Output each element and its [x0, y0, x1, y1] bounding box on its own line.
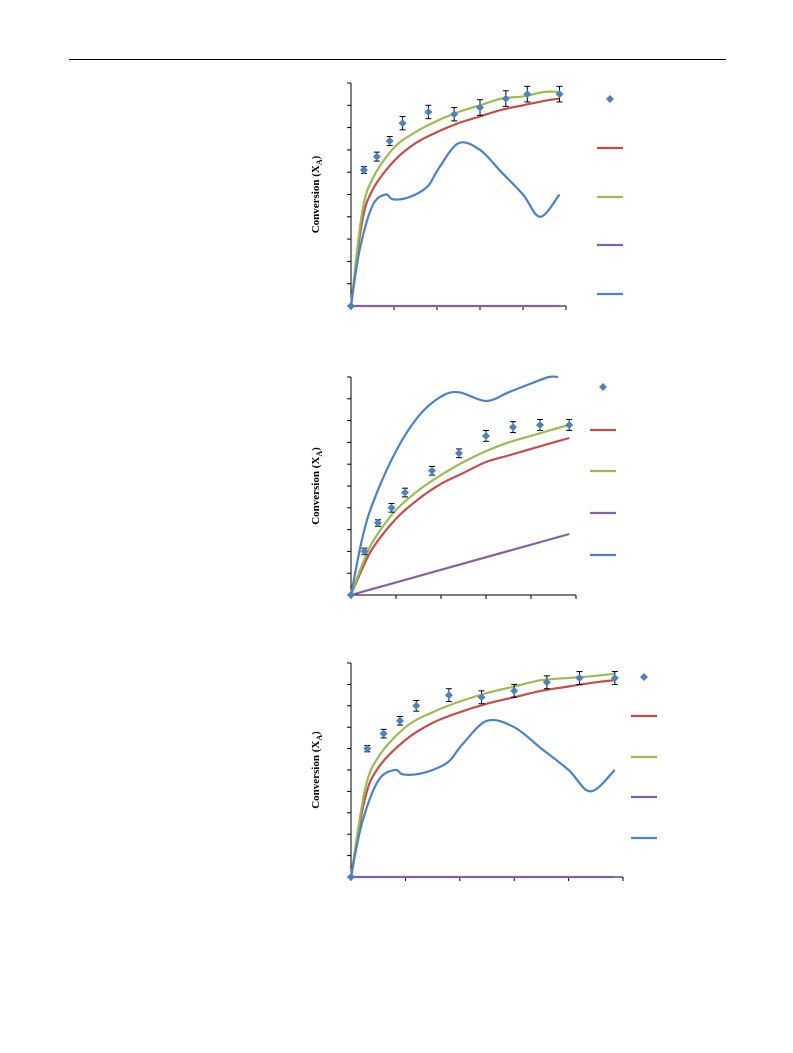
series-line-blue	[349, 718, 616, 878]
data-point	[523, 90, 532, 99]
data-point	[477, 693, 486, 702]
series-line-green	[349, 423, 570, 596]
data-point	[610, 673, 619, 682]
legend-marker	[640, 673, 648, 681]
chart-middle: Conversion (XA)	[310, 375, 616, 599]
data-point	[444, 691, 453, 700]
data-point	[395, 716, 404, 725]
data-point	[575, 673, 584, 682]
page-header-rule	[69, 59, 726, 60]
data-point	[542, 678, 551, 687]
y-axis-label: Conversion (XA)	[310, 155, 324, 233]
data-point	[374, 519, 382, 528]
data-point	[347, 873, 355, 881]
series-line-red	[349, 679, 615, 878]
series-line-green	[349, 672, 615, 878]
legend-marker	[599, 383, 607, 391]
y-axis-label: Conversion (XA)	[310, 447, 324, 525]
data-point	[379, 729, 388, 738]
data-point	[359, 165, 368, 174]
data-point	[450, 110, 459, 119]
data-point	[401, 488, 409, 497]
data-point	[565, 420, 574, 429]
data-point	[536, 420, 544, 429]
data-point	[398, 119, 407, 128]
chart-top: Conversion (XA)	[310, 82, 623, 310]
data-point	[424, 107, 433, 116]
data-point	[428, 466, 436, 475]
data-point	[347, 591, 355, 599]
series-line-green	[349, 90, 560, 307]
data-point	[347, 302, 355, 310]
chart-bottom: Conversion (XA)	[310, 662, 657, 881]
legend-marker	[606, 95, 614, 103]
data-point	[387, 503, 396, 512]
data-point	[509, 423, 517, 432]
series-line-blue	[349, 141, 561, 307]
y-axis-label: Conversion (XA)	[310, 731, 324, 809]
series-line-blue	[349, 375, 559, 596]
data-point	[412, 701, 421, 710]
data-point	[360, 547, 369, 556]
data-point	[455, 449, 463, 458]
data-point	[363, 744, 372, 753]
data-point	[510, 686, 519, 695]
series-line-red	[349, 436, 570, 596]
data-point	[476, 103, 484, 112]
data-point	[372, 152, 381, 161]
data-point	[555, 90, 564, 99]
data-point	[385, 136, 394, 145]
data-point	[501, 94, 510, 103]
series-line-purple	[350, 532, 570, 597]
series-line-red	[349, 97, 560, 307]
data-point	[482, 431, 490, 440]
